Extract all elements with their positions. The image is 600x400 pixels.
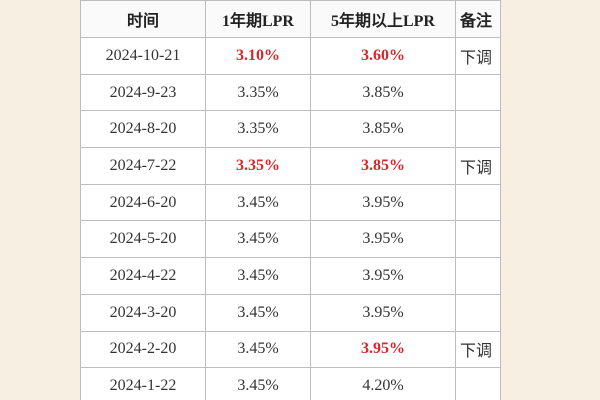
- table-cell: 2024-7-22: [80, 147, 206, 185]
- table-cell: 3.45%: [205, 220, 311, 259]
- table-cell: 3.95%: [310, 257, 456, 295]
- table-cell: 下调: [455, 330, 501, 369]
- table-row: 2024-3-20 3.45% 3.95%: [80, 293, 501, 332]
- table-cell: [455, 73, 501, 112]
- table-cell: 3.95%: [310, 293, 456, 332]
- table-cell: 2024-8-20: [80, 110, 206, 149]
- table-cell: 2024-9-23: [80, 73, 206, 112]
- table-cell: [455, 257, 501, 295]
- lpr-table: 时间 1年期LPR 5年期以上LPR 备注 2024-10-21 3.10% 3.60% 下…: [80, 0, 501, 400]
- table-cell: 2024-6-20: [80, 183, 206, 222]
- table-cell: [455, 110, 501, 149]
- table-cell: 2024-10-21: [80, 37, 206, 75]
- table-cell: 3.45%: [205, 257, 311, 295]
- table-cell: 2024-3-20: [80, 293, 206, 332]
- table-cell: 2024-4-22: [80, 257, 206, 295]
- table-cell: [455, 367, 501, 400]
- table-cell: 3.85%: [310, 110, 456, 149]
- header-row: 时间 1年期LPR 5年期以上LPR 备注: [80, 0, 501, 38]
- table-cell: 3.60%: [310, 37, 456, 75]
- table-row: 2024-5-20 3.45% 3.95%: [80, 220, 501, 259]
- header-cell: 5年期以上LPR: [310, 0, 456, 38]
- table-cell: 3.35%: [205, 147, 311, 185]
- table-row: 2024-4-22 3.45% 3.95%: [80, 257, 501, 295]
- table-cell: 4.20%: [310, 367, 456, 400]
- table-cell: 2024-5-20: [80, 220, 206, 259]
- table-row: 2024-1-22 3.45% 4.20%: [80, 367, 501, 400]
- header-cell: 1年期LPR: [205, 0, 311, 38]
- table-cell: 3.35%: [205, 110, 311, 149]
- table-cell: 3.45%: [205, 293, 311, 332]
- table-row: 2024-8-20 3.35% 3.85%: [80, 110, 501, 149]
- table-cell: [455, 220, 501, 259]
- table-cell: 3.95%: [310, 330, 456, 369]
- table-cell: 3.45%: [205, 183, 311, 222]
- table-cell: 下调: [455, 147, 501, 185]
- table-cell: [455, 183, 501, 222]
- table-cell: 3.35%: [205, 73, 311, 112]
- table-cell: 3.10%: [205, 37, 311, 75]
- table-cell: 2024-2-20: [80, 330, 206, 369]
- table-cell: 3.95%: [310, 220, 456, 259]
- table-cell: 3.85%: [310, 147, 456, 185]
- table-row: 2024-7-22 3.35% 3.85% 下调: [80, 147, 501, 185]
- table-row: 2024-6-20 3.45% 3.95%: [80, 183, 501, 222]
- table-cell: 3.45%: [205, 367, 311, 400]
- table-row: 2024-9-23 3.35% 3.85%: [80, 73, 501, 112]
- table-cell: 3.45%: [205, 330, 311, 369]
- table-cell: 下调: [455, 37, 501, 75]
- table-row: 2024-2-20 3.45% 3.95% 下调: [80, 330, 501, 369]
- header-cell: 备注: [455, 0, 501, 38]
- table-cell: [455, 293, 501, 332]
- table-cell: 3.95%: [310, 183, 456, 222]
- table-cell: 3.85%: [310, 73, 456, 112]
- table-cell: 2024-1-22: [80, 367, 206, 400]
- table-row: 2024-10-21 3.10% 3.60% 下调: [80, 37, 501, 75]
- header-cell: 时间: [80, 0, 206, 38]
